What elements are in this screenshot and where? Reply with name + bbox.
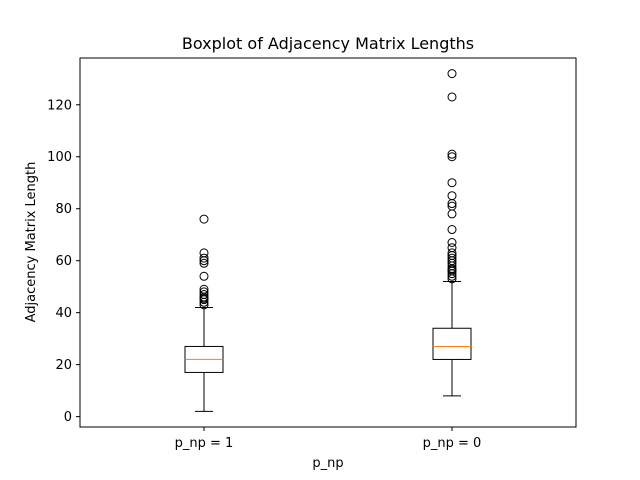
outlier-point (199, 248, 209, 258)
plot-area: 0 20 40 60 80 100 120 p_np = 1 p_np = 0 (47, 57, 577, 451)
x-tick-label: p_np = 1 (175, 436, 234, 451)
outlier-point (447, 209, 457, 219)
outlier-point (199, 284, 209, 294)
outlier-point (199, 258, 209, 268)
iqr-box (432, 327, 472, 360)
outlier-point (447, 238, 457, 247)
outlier-point (447, 152, 457, 162)
x-tick-label: p_np = 0 (423, 436, 482, 451)
y-axis-label: Adjacency Matrix Length (24, 162, 39, 323)
y-tick-label: 0 (64, 410, 72, 425)
chart-title: Boxplot of Adjacency Matrix Lengths (182, 34, 474, 53)
outlier-point (447, 69, 457, 79)
outlier-point (199, 271, 209, 281)
outlier-point (447, 178, 457, 188)
x-axis-label: p_np (312, 456, 343, 471)
outlier-point (199, 287, 209, 297)
outlier-point (447, 253, 457, 263)
y-tick-label: 20 (55, 358, 72, 373)
outlier-point (447, 225, 457, 235)
y-tick-label: 100 (47, 150, 72, 165)
outlier-point (447, 191, 457, 201)
plot-frame (79, 57, 577, 428)
y-tick-label: 60 (55, 254, 72, 269)
y-tick-label: 40 (55, 306, 72, 321)
outlier-point (447, 248, 457, 258)
outlier-point (199, 214, 209, 224)
outlier-point (199, 253, 209, 263)
outlier-point (447, 201, 457, 211)
outlier-point (199, 289, 209, 299)
y-tick-label: 120 (47, 98, 72, 113)
outlier-point (447, 149, 457, 159)
y-tick-label: 80 (55, 202, 72, 217)
outlier-point (447, 92, 457, 102)
outlier-point (447, 243, 457, 253)
